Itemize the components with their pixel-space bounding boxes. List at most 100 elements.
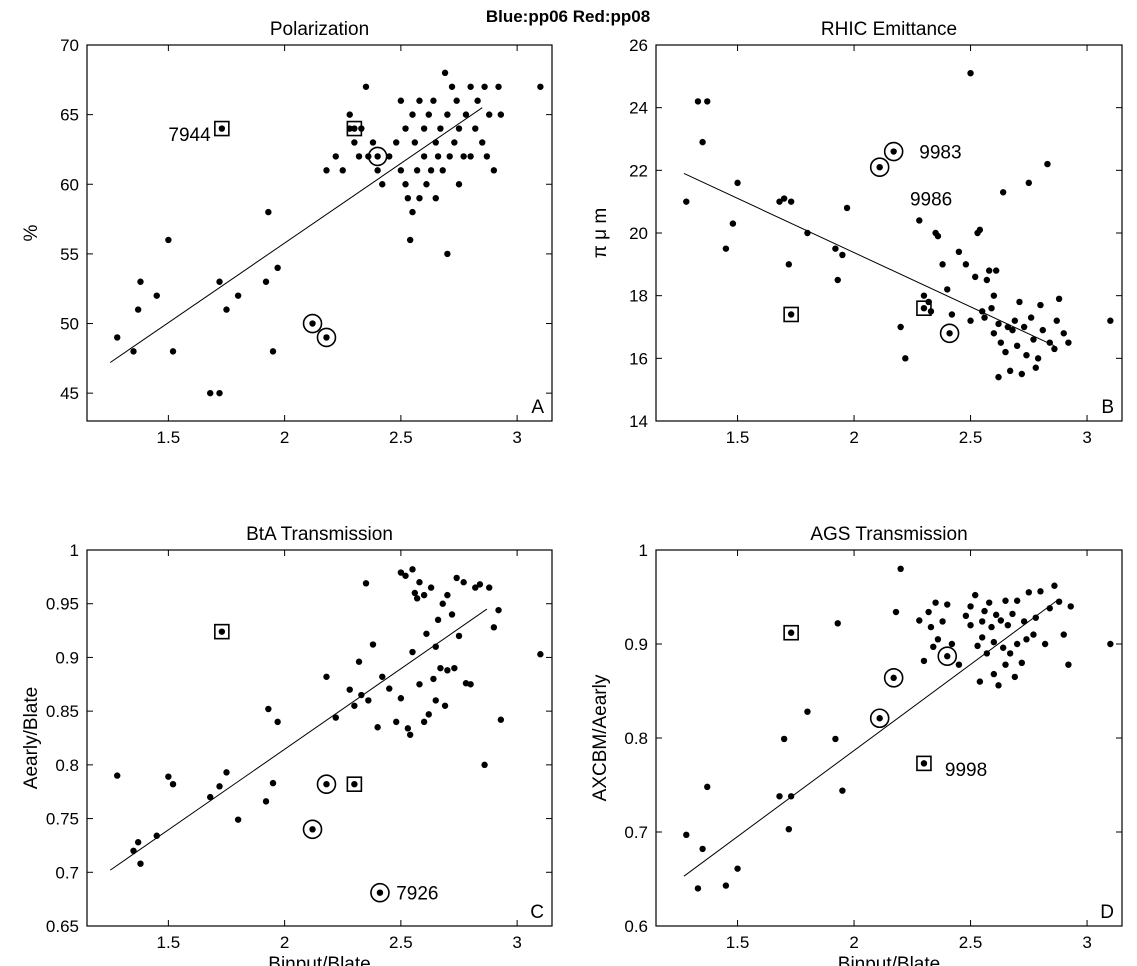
data-point [362, 580, 370, 587]
data-point [416, 579, 423, 586]
data-point [134, 839, 142, 846]
x-tick-label: 3 [512, 933, 521, 952]
data-point [967, 317, 974, 324]
data-point [734, 179, 741, 187]
data-point [207, 389, 214, 397]
data-point [1044, 160, 1051, 168]
data-point [704, 98, 711, 105]
data-point [1027, 314, 1035, 321]
data-point [476, 581, 484, 588]
circle-marker [883, 141, 904, 162]
y-tick-label: 65 [60, 106, 79, 125]
data-point [683, 831, 690, 839]
data-point [216, 278, 223, 285]
data-point [979, 308, 986, 315]
data-point [490, 624, 498, 631]
data-point [355, 153, 363, 160]
circle-marker-point [944, 653, 951, 660]
data-point [1025, 589, 1033, 596]
data-point [930, 643, 937, 651]
data-point [467, 83, 474, 90]
y-axis-label: AXCBM/Aearly [590, 674, 611, 801]
data-point [137, 278, 144, 285]
data-point [939, 618, 946, 625]
data-point [787, 198, 795, 205]
data-point [976, 678, 984, 685]
data-point [455, 632, 463, 640]
circle-marker [316, 774, 337, 794]
data-point [1107, 317, 1114, 324]
data-point [967, 603, 974, 610]
data-point [432, 697, 439, 704]
circle-marker-point [376, 889, 384, 896]
data-point [1018, 370, 1026, 378]
data-point [832, 735, 839, 743]
circle-marker-point [876, 715, 883, 722]
data-point [1030, 631, 1037, 638]
data-point [402, 572, 409, 579]
data-point [441, 702, 449, 709]
y-tick-label: 0.85 [46, 702, 79, 721]
data-point [386, 685, 393, 692]
data-point [999, 644, 1007, 651]
data-point [269, 779, 277, 787]
data-point [153, 292, 160, 299]
data-point [927, 623, 935, 631]
data-point [265, 208, 272, 216]
data-point [393, 139, 400, 146]
square-marker [783, 624, 799, 641]
x-tick-label: 2 [280, 428, 289, 447]
data-point [439, 167, 446, 174]
y-tick-label: 50 [60, 315, 79, 334]
data-point [1023, 352, 1030, 359]
y-tick-label: 0.6 [624, 917, 648, 936]
data-point [472, 584, 479, 591]
data-point [413, 595, 421, 602]
point-annotation: 7926 [396, 884, 438, 905]
data-point [114, 334, 121, 341]
data-point [983, 276, 991, 284]
data-point [448, 611, 456, 618]
y-axis-label: π μ m [590, 208, 611, 258]
data-point [114, 772, 121, 779]
data-point [444, 111, 451, 118]
square-marker [214, 120, 230, 137]
data-point [694, 885, 702, 892]
data-point [920, 292, 928, 299]
data-point [1067, 603, 1074, 610]
circle-marker [939, 323, 960, 344]
data-point [420, 125, 428, 132]
y-tick-label: 20 [629, 224, 648, 243]
data-point [481, 83, 488, 90]
data-point [169, 780, 177, 788]
x-tick-label: 2 [280, 933, 289, 952]
data-point [776, 793, 783, 800]
y-tick-label: 18 [629, 287, 648, 306]
circle-marker-point [946, 330, 953, 337]
data-point [416, 194, 423, 202]
x-tick-label: 1.5 [726, 933, 750, 952]
data-point [839, 251, 846, 259]
data-point [1002, 661, 1009, 668]
y-tick-label: 16 [629, 349, 648, 368]
data-point [983, 650, 991, 657]
data-point [1013, 597, 1021, 604]
data-point [365, 697, 372, 704]
data-point [453, 574, 460, 582]
data-point [992, 267, 1000, 274]
data-point [780, 735, 788, 743]
x-tick-label: 2 [849, 428, 858, 447]
data-point [351, 702, 358, 709]
data-point [990, 670, 998, 678]
data-point [369, 641, 377, 648]
data-point [374, 167, 381, 174]
circle-marker-point [890, 148, 897, 155]
data-point [274, 264, 281, 272]
circle-marker [937, 646, 958, 667]
plot-frame [655, 44, 1123, 422]
data-point [1107, 640, 1114, 648]
square-marker-point [787, 629, 795, 636]
data-point [455, 125, 463, 132]
data-point [979, 634, 986, 641]
data-point [409, 111, 416, 118]
